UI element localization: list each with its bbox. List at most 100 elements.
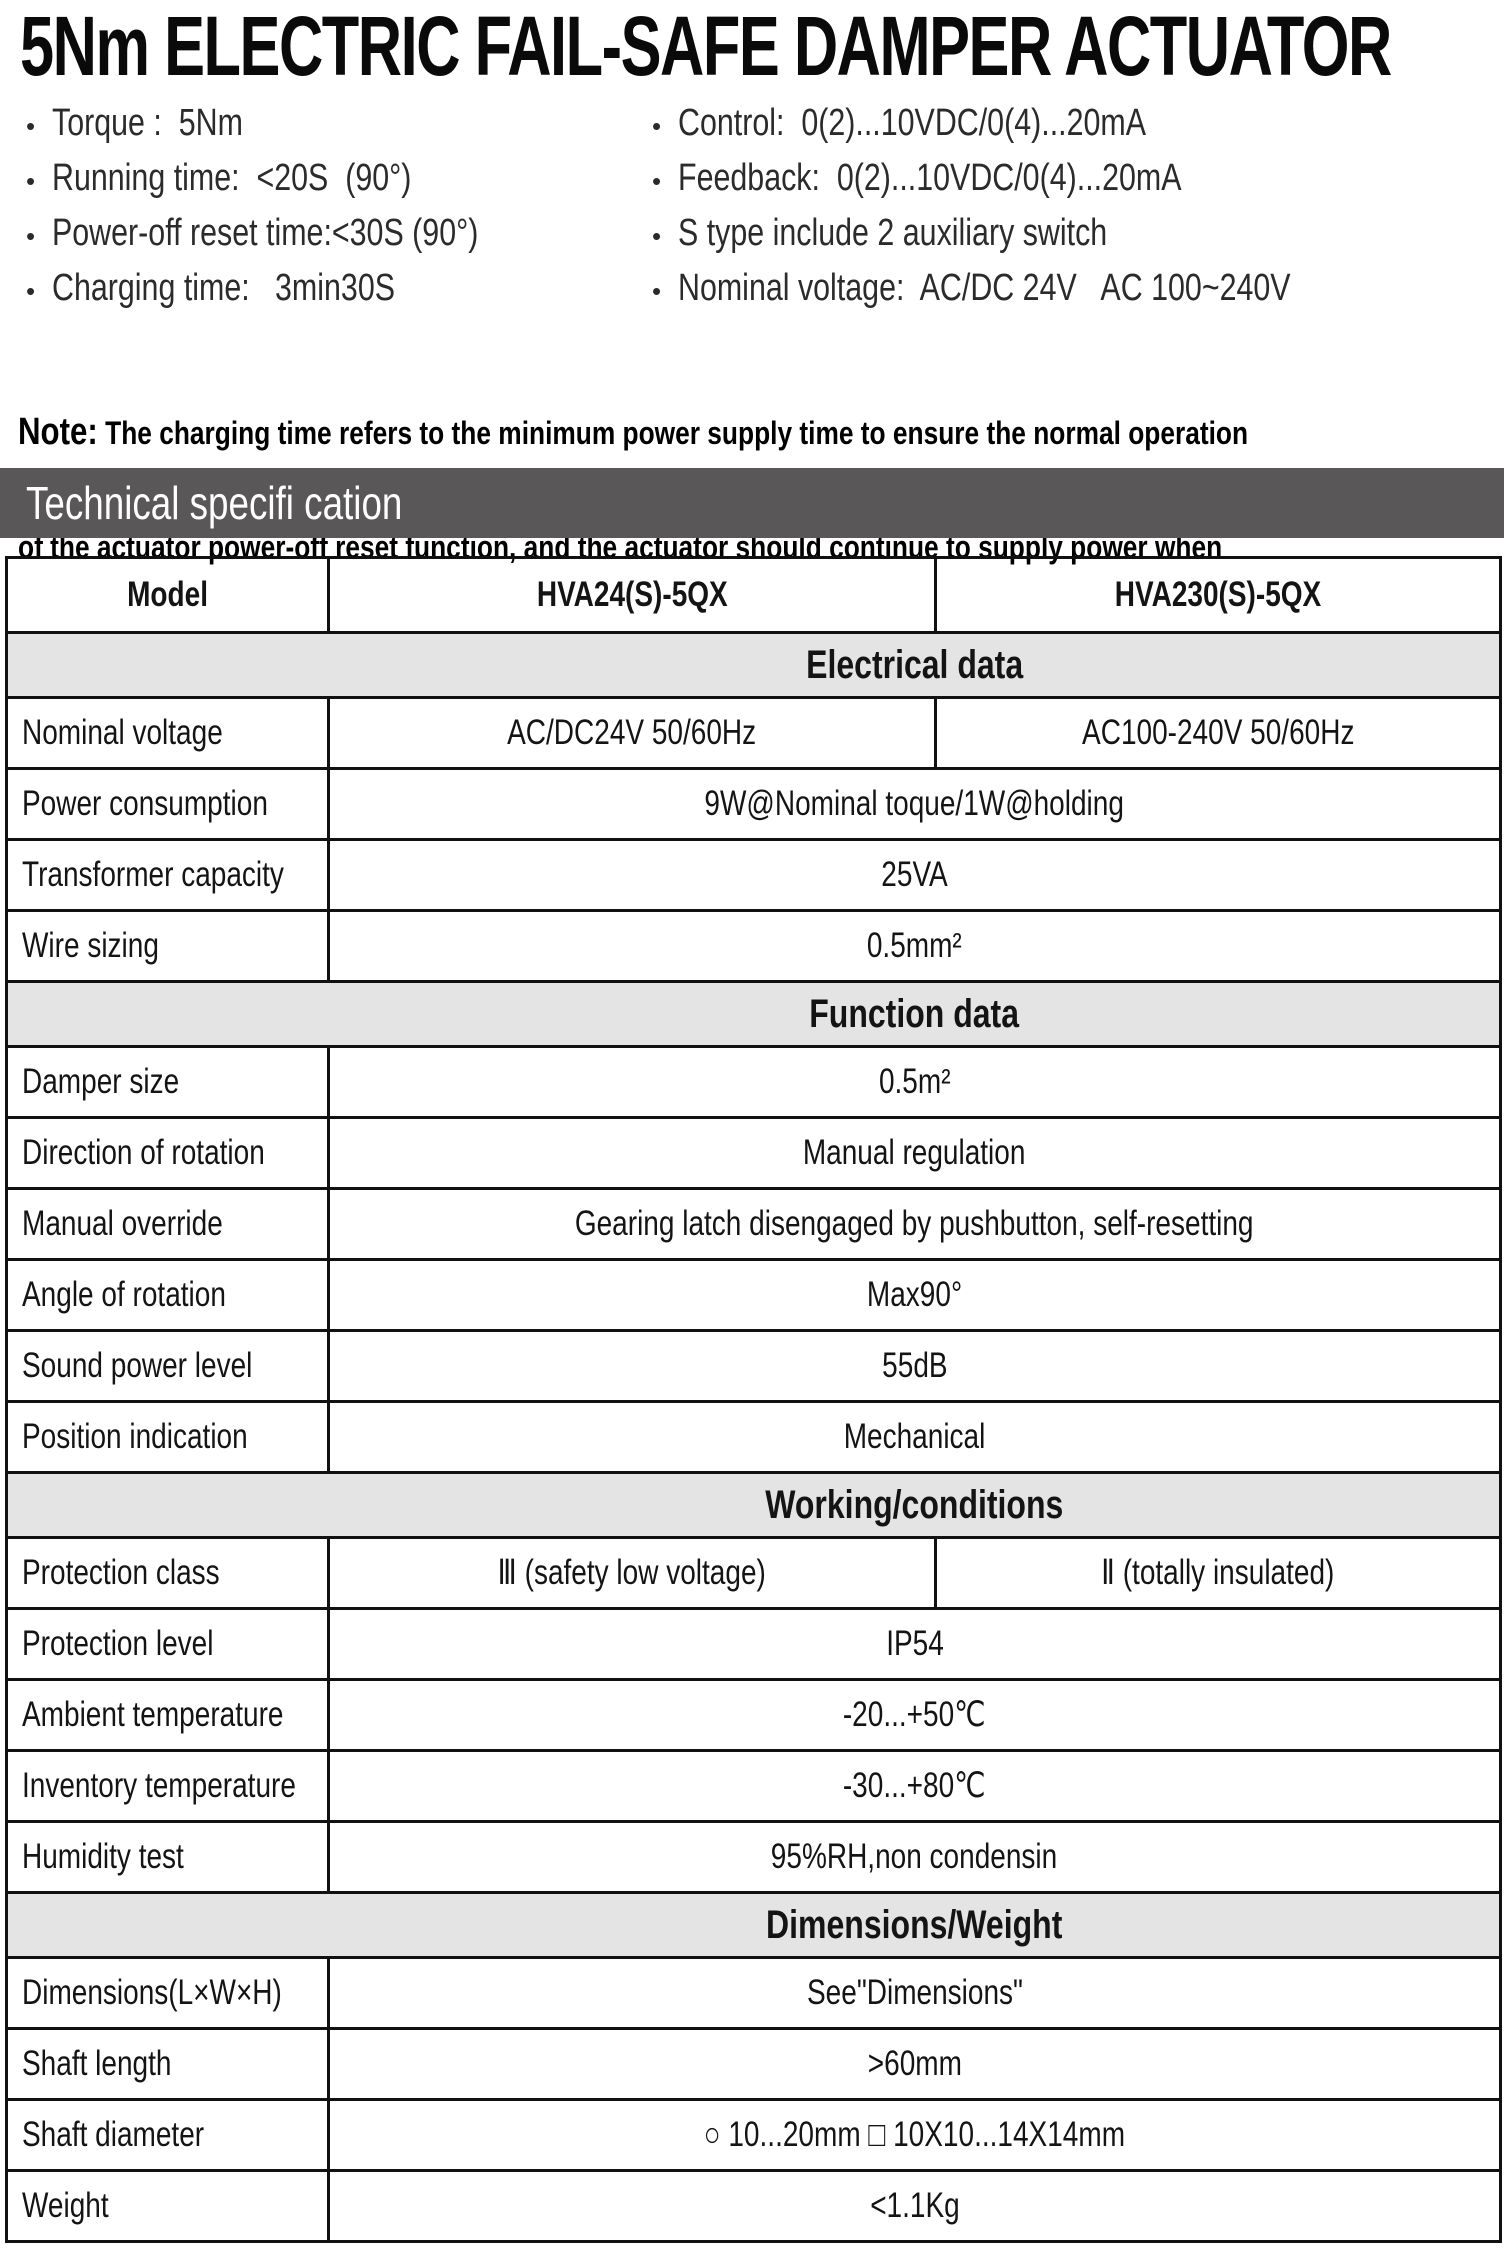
cell-text: Transformer capacity	[22, 855, 284, 894]
cell-text: >60mm	[867, 2044, 962, 2083]
row-value: 9W@Nominal toque/1W@holding	[327, 767, 1502, 841]
section-title-cell: Electrical data	[5, 631, 1502, 699]
feature-text-charging-time: Charging time: 3min30S	[52, 267, 396, 309]
cell-text: Direction of rotation	[22, 1133, 265, 1172]
feature-text-power-off-reset: Power-off reset time:<30S (90°)	[52, 212, 479, 254]
cell-text: HVA24(S)-5QX	[536, 575, 728, 614]
cell-text: Manual regulation	[803, 1133, 1026, 1172]
cell-text: See"Dimensions"	[806, 1973, 1023, 2012]
cell-text: AC100-240V 50/60Hz	[1081, 713, 1355, 752]
cell-text: Nominal voltage	[22, 713, 223, 752]
feature-text-running-time: Running time: <20S (90°)	[52, 157, 412, 199]
cell-text: Weight	[22, 2186, 109, 2225]
feature-column-right: • Control: 0(2)...10VDC/0(4)...20mA • Fe…	[652, 102, 1444, 322]
row-label: Dimensions(L×W×H)	[5, 1956, 330, 2030]
feature-text-nominal-voltage: Nominal voltage: AC/DC 24V AC 100~240V	[678, 267, 1291, 309]
row-damper-size: Damper size 0.5m²	[5, 1045, 1502, 1119]
note-line: Note: The charging time refers to the mi…	[18, 413, 1489, 452]
feature-item: • Feedback: 0(2)...10VDC/0(4)...20mA	[652, 157, 1444, 212]
row-ambient-temperature: Ambient temperature -20...+50℃	[5, 1678, 1502, 1752]
cell-text: AC/DC24V 50/60Hz	[507, 713, 757, 752]
feature-column-left: • Torque : 5Nm • Running time: <20S (90°…	[26, 102, 585, 322]
spec-table: Model HVA24(S)-5QX HVA230(S)-5QX Electri…	[5, 556, 1502, 2243]
model-label-cell: Model	[5, 556, 330, 634]
cell-text: Function data	[809, 991, 1020, 1036]
row-label: Manual override	[5, 1187, 330, 1261]
section-working-conditions: Working/conditions	[5, 1471, 1502, 1539]
row-label: Inventory temperature	[5, 1749, 330, 1823]
row-label: Wire sizing	[5, 909, 330, 983]
row-label: Shaft length	[5, 2027, 330, 2101]
section-electrical-data: Electrical data	[5, 631, 1502, 699]
cell-text: 9W@Nominal toque/1W@holding	[704, 784, 1125, 823]
model-a-cell: HVA24(S)-5QX	[327, 556, 937, 634]
cell-text: Max90°	[866, 1275, 963, 1314]
cell-text: 25VA	[881, 855, 948, 894]
cell-text: Manual override	[22, 1204, 223, 1243]
row-label: Sound power level	[5, 1329, 330, 1403]
row-label: Transformer capacity	[5, 838, 330, 912]
bullet-icon: •	[26, 111, 36, 141]
row-value: -20...+50℃	[327, 1678, 1502, 1752]
cell-text: 95%RH,non condensin	[771, 1837, 1058, 1876]
row-label: Nominal voltage	[5, 696, 330, 770]
bullet-icon: •	[26, 221, 36, 251]
feature-item: • Charging time: 3min30S	[26, 267, 585, 322]
page-title: 5Nm ELECTRIC FAIL-SAFE DAMPER ACTUATOR	[20, 0, 1392, 93]
row-wire-sizing: Wire sizing 0.5mm²	[5, 909, 1502, 983]
cell-text: -20...+50℃	[843, 1695, 986, 1734]
section-dimensions-weight: Dimensions/Weight	[5, 1891, 1502, 1959]
row-value: See"Dimensions"	[327, 1956, 1502, 2030]
row-weight: Weight <1.1Kg	[5, 2169, 1502, 2243]
cell-text: -30...+80℃	[843, 1766, 986, 1805]
row-nominal-voltage: Nominal voltage AC/DC24V 50/60Hz AC100-2…	[5, 696, 1502, 770]
row-label: Ambient temperature	[5, 1678, 330, 1752]
cell-text: IP54	[885, 1624, 944, 1663]
bullet-icon: •	[26, 276, 36, 306]
feature-item: • S type include 2 auxiliary switch	[652, 212, 1444, 267]
cell-text: Gearing latch disengaged by pushbutton, …	[575, 1204, 1254, 1243]
row-label: Direction of rotation	[5, 1116, 330, 1190]
cell-text: ○ 10...20mm □ 10X10...14X14mm	[703, 2115, 1126, 2154]
row-shaft-diameter: Shaft diameter ○ 10...20mm □ 10X10...14X…	[5, 2098, 1502, 2172]
cell-text: 55dB	[881, 1346, 948, 1385]
row-humidity-test: Humidity test 95%RH,non condensin	[5, 1820, 1502, 1894]
cell-text: Angle of rotation	[22, 1275, 226, 1314]
section-title-cell: Working/conditions	[5, 1471, 1502, 1539]
feature-item: • Control: 0(2)...10VDC/0(4)...20mA	[652, 102, 1444, 157]
row-value: Ⅲ (safety low voltage)	[327, 1536, 937, 1610]
row-value: Ⅱ (totally insulated)	[934, 1536, 1502, 1610]
cell-text: Mechanical	[843, 1417, 986, 1456]
section-title-cell: Dimensions/Weight	[5, 1891, 1502, 1959]
row-value: Manual regulation	[327, 1116, 1502, 1190]
feature-item: • Nominal voltage: AC/DC 24V AC 100~240V	[652, 267, 1444, 322]
row-value: IP54	[327, 1607, 1502, 1681]
cell-text: Working/conditions	[765, 1482, 1064, 1527]
cell-text: Wire sizing	[22, 926, 159, 965]
row-value: 0.5mm²	[327, 909, 1502, 983]
cell-text: Model	[127, 575, 208, 614]
row-power-consumption: Power consumption 9W@Nominal toque/1W@ho…	[5, 767, 1502, 841]
row-value: >60mm	[327, 2027, 1502, 2101]
row-value: 55dB	[327, 1329, 1502, 1403]
row-model: Model HVA24(S)-5QX HVA230(S)-5QX	[5, 556, 1502, 634]
feature-item: • Power-off reset time:<30S (90°)	[26, 212, 585, 267]
cell-text: Dimensions(L×W×H)	[22, 1973, 282, 2012]
feature-item: • Running time: <20S (90°)	[26, 157, 585, 212]
bullet-icon: •	[652, 221, 662, 251]
cell-text: Ambient temperature	[22, 1695, 284, 1734]
note-text: The charging time refers to the minimum …	[97, 415, 1249, 451]
row-label: Protection level	[5, 1607, 330, 1681]
feature-item: • Torque : 5Nm	[26, 102, 585, 157]
cell-text: Shaft diameter	[22, 2115, 205, 2154]
row-value: 25VA	[327, 838, 1502, 912]
row-label: Position indication	[5, 1400, 330, 1474]
bullet-icon: •	[26, 166, 36, 196]
cell-text: Protection class	[22, 1553, 220, 1592]
feature-text-s-type: S type include 2 auxiliary switch	[678, 212, 1108, 254]
cell-text: 0.5m²	[878, 1062, 951, 1101]
feature-text-feedback: Feedback: 0(2)...10VDC/0(4)...20mA	[678, 157, 1182, 199]
cell-text: Position indication	[22, 1417, 248, 1456]
row-value: AC100-240V 50/60Hz	[934, 696, 1502, 770]
row-value: Mechanical	[327, 1400, 1502, 1474]
